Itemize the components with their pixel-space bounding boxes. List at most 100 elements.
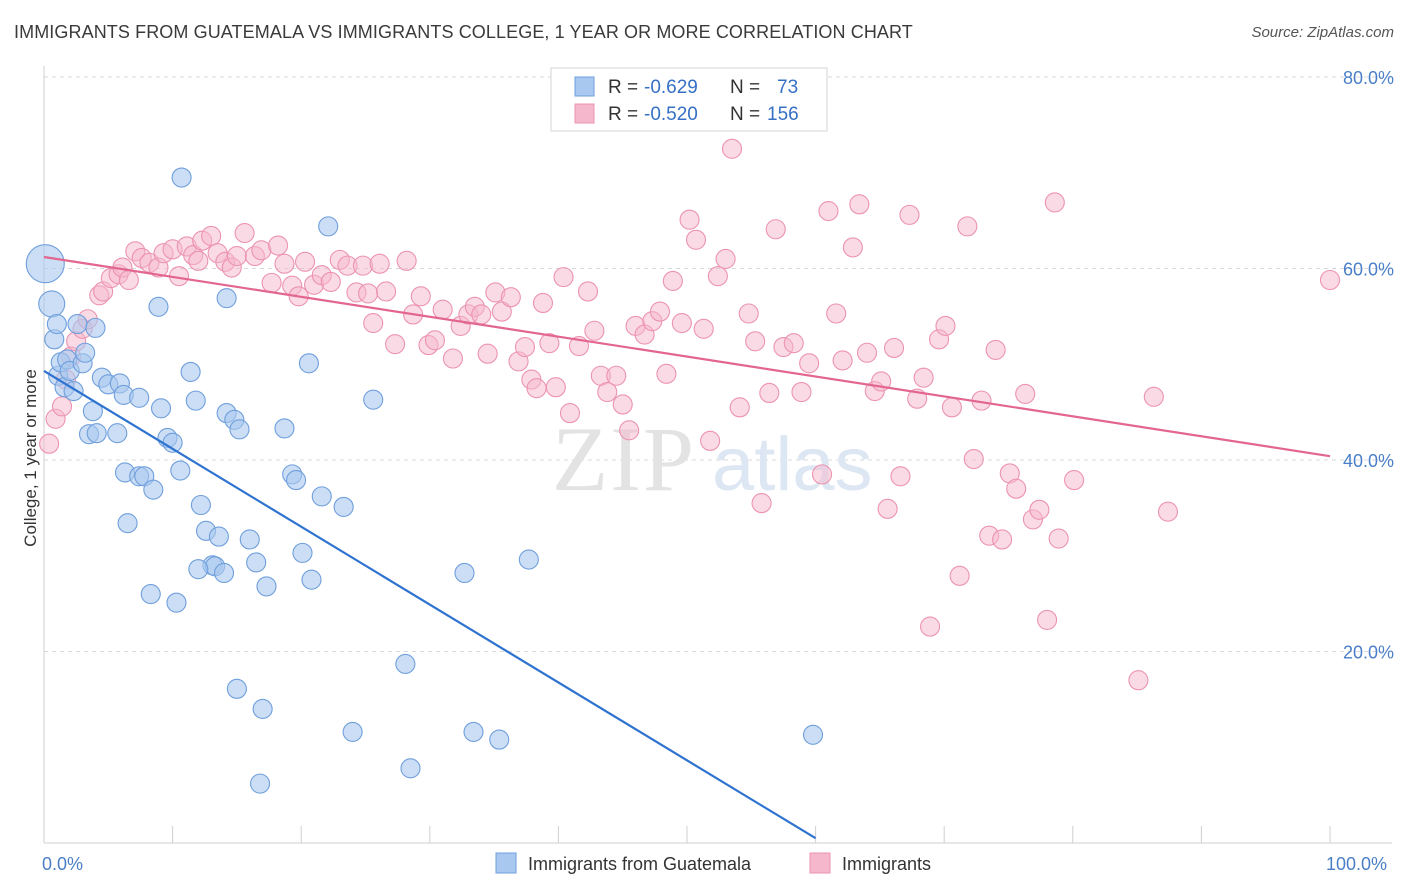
pink-point-64 [491,301,512,322]
pink-point-105 [791,381,812,403]
blue-point-21 [86,423,107,444]
bottom-legend-swatch-blue [495,852,517,874]
pink-point-50 [385,334,406,355]
y-tick-label-2: 60.0% [1343,260,1394,280]
pink-point-92 [693,318,714,339]
legend-n-value-pink: 156 [767,104,799,125]
pink-point-74 [559,403,581,424]
legend-top: R = -0.629 N = 73 R = -0.520 N = 156 [550,67,828,132]
blue-point-47 [239,529,260,550]
watermark-atlas: atlas [712,422,873,507]
watermark: ZIP atlas [552,408,873,510]
pink-point-61 [471,304,492,325]
legend-r-value-blue: -0.629 [644,77,698,98]
pink-point-135 [1015,383,1036,404]
blue-point-48 [246,552,267,573]
legend-n-value-blue: 73 [777,77,798,98]
blue-point-55 [301,569,322,590]
pink-point-134 [1006,478,1027,499]
blue-point-56 [311,486,332,507]
pink-point-98 [738,303,759,324]
pink-point-67 [514,336,536,358]
blue-point-10 [67,313,88,335]
pink-point-69 [526,378,547,399]
blue-point-70 [454,562,475,584]
blue-point-65 [395,653,416,674]
blue-point-63 [249,773,271,794]
pink-point-89 [671,313,692,334]
blue-trend-line [43,370,817,840]
pink-point-93 [700,430,721,451]
pink-point-46 [358,283,379,304]
pink-point-94 [707,266,728,287]
legend-swatch-blue [574,76,595,97]
pink-point-122 [920,616,941,637]
pink-point-73 [553,267,574,288]
pink-point-145 [1319,269,1341,291]
pink-point-143 [1143,386,1164,407]
y-axis-label: College, 1 year or more [21,369,40,547]
pink-point-87 [656,363,677,384]
pink-point-109 [826,303,847,324]
pink-point-29 [226,246,247,267]
blue-point-43 [140,583,161,605]
legend-r-label-blue: R = [608,77,638,98]
pink-point-99 [745,331,766,352]
pink-point-25 [201,225,222,246]
pink-point-117 [883,337,905,359]
pink-point-132 [992,529,1013,550]
bottom-legend-label-pink: Immigrants [842,854,931,874]
pink-point-62 [477,343,498,364]
pink-point-34 [268,235,289,256]
pink-point-86 [649,301,671,322]
x-tick-label-max: 100.0% [1326,854,1387,874]
pink-point-57 [442,348,463,369]
pink-point-55 [424,330,445,351]
pink-point-30 [234,223,255,244]
pink-point-118 [890,466,911,487]
blue-point-40 [208,526,229,547]
blue-point-62 [252,698,273,720]
chart-title: IMMIGRANTS FROM GUATEMALA VS IMMIGRANTS … [14,22,913,42]
blue-point-66 [400,758,421,779]
blue-point-60 [171,167,192,188]
y-tick-labels: 20.0% 40.0% 60.0% 80.0% [1343,68,1394,663]
pink-point-32 [251,240,272,261]
pink-point-131 [985,339,1006,360]
blue-point-31 [117,513,138,534]
pink-point-38 [295,251,316,272]
pink-point-72 [545,377,566,398]
trend-lines [43,255,1331,840]
pink-point-71 [539,333,560,354]
pink-point-116 [877,498,898,519]
pink-point-140 [1048,528,1069,549]
bottom-legend-swatch-pink [809,852,831,874]
pink-point-128 [963,448,984,470]
blue-point-64 [342,721,363,742]
pink-point-76 [577,281,599,302]
blue-point-46 [229,419,250,440]
blue-point-39 [213,562,235,584]
blue-point-69 [518,549,539,570]
pink-point-113 [856,342,878,363]
blue-point-61 [226,678,247,699]
pink-point-23 [188,250,209,271]
pink-trend-line [43,255,1331,458]
blue-point-13 [85,317,106,338]
pink-point-111 [842,237,863,258]
blue-point-42 [166,592,187,613]
blue-point-71 [802,724,824,745]
pink-point-81 [612,394,633,415]
blue-point-3 [46,313,67,335]
blue-point-58 [333,496,354,517]
pink-point-110 [832,350,853,371]
pink-point-125 [941,397,962,418]
pink-point-139 [1044,192,1065,213]
pink-point-53 [410,286,431,307]
blue-point-59 [216,288,237,309]
blue-point-52 [286,470,307,491]
blue-point-41 [148,296,169,317]
pink-point-144 [1157,501,1179,522]
blue-point-38 [188,559,209,580]
pink-point-35 [274,253,295,274]
